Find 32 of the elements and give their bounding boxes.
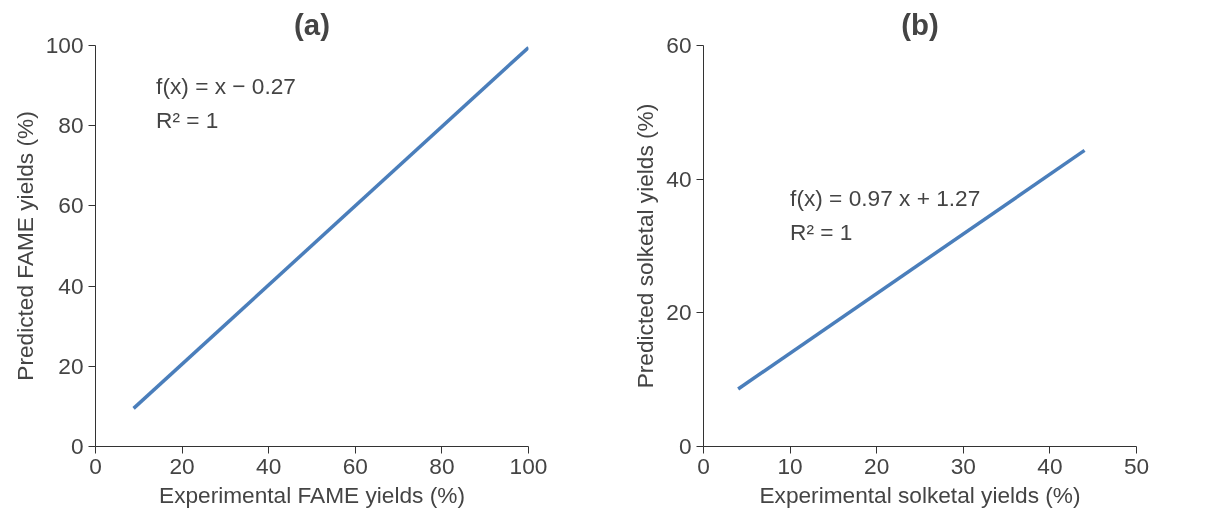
x-tick-label: 30 [950,452,976,479]
x-tick-label: 10 [777,452,803,479]
x-axis-title: Experimental solketal yields (%) [759,481,1081,508]
x-tick-label: 50 [1123,452,1150,479]
y-tick-label: 40 [666,165,692,192]
x-tick-label: 20 [169,452,195,479]
annotation: R² = 1 [156,106,219,133]
annotation: f(x) = x − 0.27 [156,72,296,99]
chart-title: (b) [901,7,939,41]
y-tick-label: 60 [666,32,692,58]
y-tick-label: 0 [678,433,692,459]
y-tick-label: 100 [45,32,84,58]
x-tick-label: 20 [864,452,890,479]
x-tick-label: 100 [509,452,548,479]
y-axis-title: Predicted FAME yields (%) [11,111,38,381]
y-tick-label: 20 [666,299,692,326]
annotation: R² = 1 [790,218,853,245]
annotation: f(x) = 0.97 x + 1.27 [790,184,981,211]
x-axis-title: Experimental FAME yields (%) [159,481,465,508]
y-tick-label: 80 [58,112,84,139]
x-tick-label: 0 [697,452,710,479]
y-tick-label: 0 [70,433,84,459]
x-tick-label: 0 [89,452,102,479]
y-tick-label: 20 [58,352,84,379]
y-tick-label: 40 [58,272,84,299]
x-tick-label: 60 [342,452,368,479]
x-tick-label: 80 [429,452,455,479]
x-tick-label: 40 [256,452,282,479]
chart-title: (a) [294,7,330,41]
y-tick-label: 60 [58,192,84,219]
x-tick-label: 40 [1037,452,1063,479]
y-axis-title: Predicted solketal yields (%) [632,103,659,389]
